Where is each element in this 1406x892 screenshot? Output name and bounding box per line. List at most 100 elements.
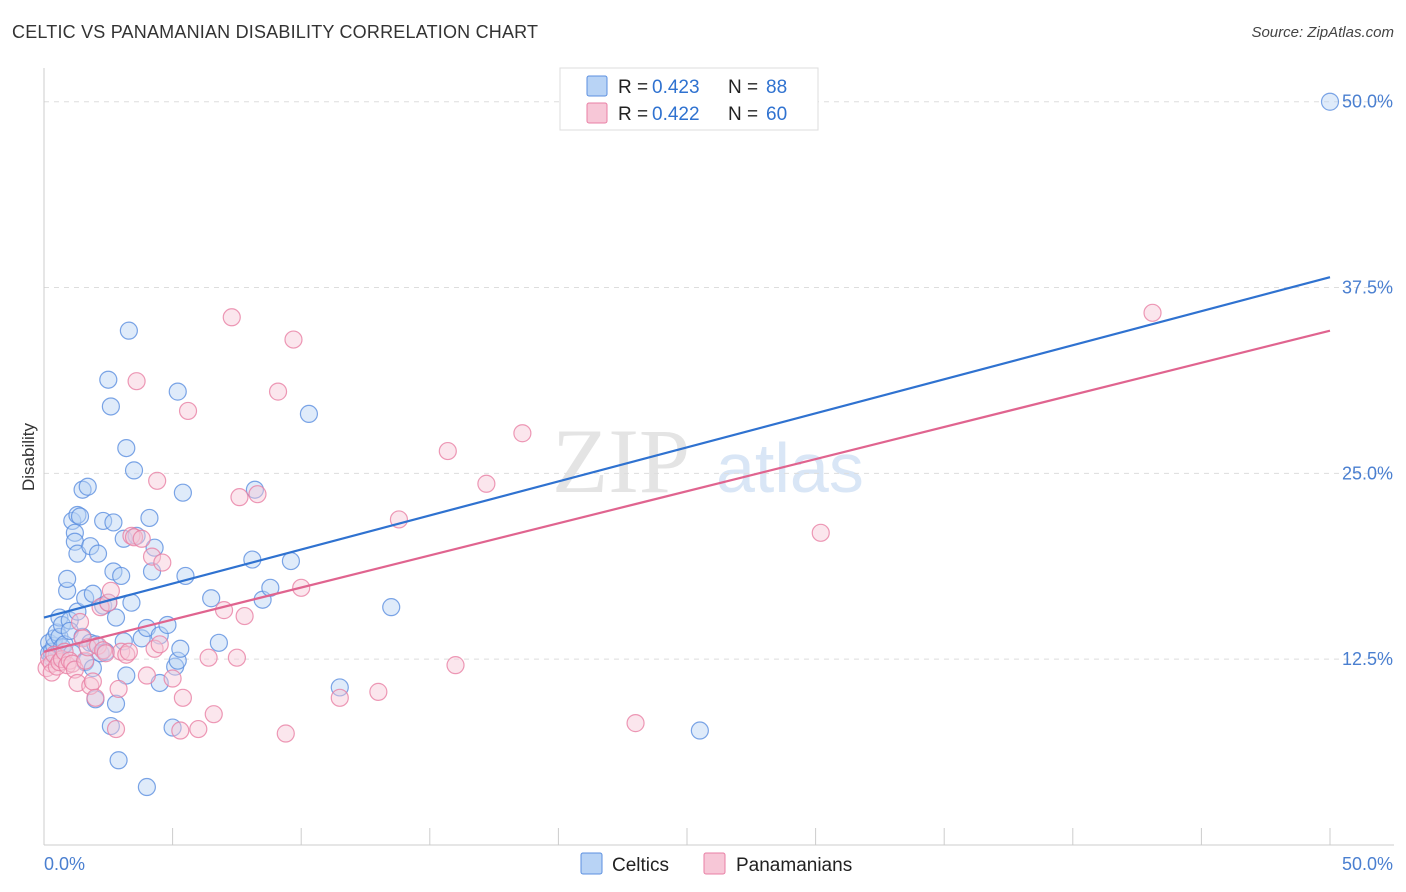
legend-label-celtics: Celtics [612,855,669,876]
x-ticks [43,828,1331,845]
panamanian-trend-line [43,329,1331,653]
x-tick-label: 50.0% [1342,854,1393,874]
celtic-point [299,404,319,424]
y-tick-label: 50.0% [1342,92,1393,112]
panamanian-point [227,648,246,667]
celtic-point [106,694,126,713]
y-tick-labels: 12.5% 25.0% 37.5% 50.0% [1342,92,1393,669]
celtic-point [173,483,192,502]
legend-swatch-celtics [580,852,603,875]
stats-celtic-r: 0.423 [652,77,700,98]
legend-swatch-panamanians [703,852,726,875]
celtic-point [202,589,221,608]
panamanian-point [276,724,295,743]
panamanian-point [369,682,388,701]
watermark-atlas: atlas [716,429,864,507]
panamanian-point [137,666,156,685]
celtic-point [70,507,90,526]
celtic-point [690,721,709,740]
panamanian-point [101,581,120,600]
panamanian-point [76,651,95,670]
source-credit: Source: ZipAtlas.com [1251,24,1394,41]
chart-title: CELTIC VS PANAMANIAN DISABILITY CORRELAT… [12,22,539,42]
celtic-point [104,513,123,532]
panamanian-point [171,721,190,740]
panamanian-point [199,648,218,667]
panamanian-point [1143,303,1162,322]
panamanian-point [132,529,151,548]
watermark-zip: ZIP [552,410,690,512]
stats-panamanian-n: 60 [766,104,787,125]
celtic-trend-line [43,276,1331,619]
panamanian-point [222,308,241,327]
panamanian-point [124,528,144,547]
celtic-point [99,370,118,389]
stats-celtic-n-label: N = [728,77,758,98]
panamanian-point [204,705,223,724]
celtic-point [101,716,120,736]
celtic-point [83,659,102,678]
celtic-point [83,584,102,603]
panamanian-point [235,606,254,626]
panamanian-point [119,642,138,661]
celtic-point [132,629,151,648]
celtic-point [117,666,136,685]
panamanian-point [513,424,532,443]
panamanian-point [189,719,208,739]
celtic-point [209,633,228,652]
celtic-points [40,92,1340,797]
y-tick-label: 25.0% [1342,463,1393,483]
celtic-point [101,397,120,416]
celtic-point [137,777,156,797]
panamanian-point [150,635,169,654]
stats-celtic-r-label: R = [618,77,648,98]
panamanian-point [178,401,198,421]
panamanian-point [60,651,79,670]
panamanian-point [268,382,288,401]
panamanian-point [477,474,496,493]
x-tick-label: 0.0% [44,854,85,874]
panamanian-point [153,553,172,572]
stats-swatch-panamanian [586,102,608,124]
trend-lines [43,276,1331,653]
celtic-point [140,508,159,528]
panamanian-point [112,642,131,661]
panamanian-point [106,719,126,739]
stats-panamanian-r: 0.422 [652,104,700,125]
panamanian-point [117,645,136,664]
celtic-point [117,438,136,458]
stats-panamanian-r-label: R = [618,104,648,125]
panamanian-point [248,485,267,504]
celtic-point [243,550,262,569]
panamanian-point [127,372,146,391]
panamanian-point [109,679,128,699]
celtic-point [78,477,97,496]
y-tick-label: 12.5% [1342,649,1393,669]
panamanian-point [214,601,234,620]
panamanian-point [173,688,192,707]
panamanian-point [230,488,249,507]
celtic-point [124,461,144,480]
panamanian-point [94,641,113,660]
panamanian-point [626,714,645,733]
panamanian-point [142,547,162,566]
panamanian-point [163,669,182,688]
celtic-point [109,751,128,770]
celtic-point [58,569,77,589]
panamanian-point [70,612,90,632]
panamanian-point [438,441,457,461]
celtic-point [73,480,92,499]
series-legend: Celtics Panamanians [580,852,852,876]
celtic-point [112,566,131,586]
celtic-point [1320,92,1340,111]
celtic-point [88,544,108,563]
y-tick-label: 37.5% [1342,278,1393,298]
stats-swatch-celtic [586,75,608,97]
panamanian-point [96,644,115,663]
panamanian-point [86,688,105,707]
stats-legend: R = 0.423 N = 88 R = 0.422 N = 60 [559,67,819,131]
celtic-point [119,321,138,340]
celtic-point [281,551,301,571]
celtic-point [106,608,126,627]
panamanian-point [330,688,349,707]
